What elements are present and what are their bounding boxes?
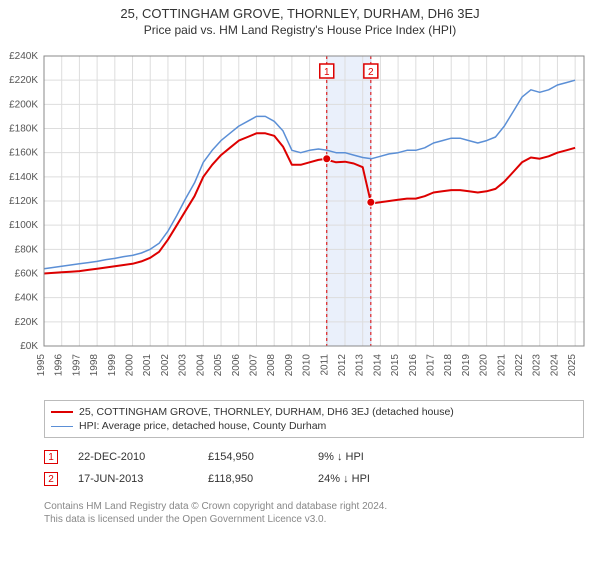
- svg-text:2018: 2018: [443, 354, 454, 377]
- legend-row-hpi: HPI: Average price, detached house, Coun…: [51, 419, 577, 433]
- svg-text:1999: 1999: [107, 354, 118, 377]
- svg-text:2: 2: [368, 67, 374, 78]
- svg-text:2017: 2017: [426, 354, 437, 377]
- price-chart: £0K£20K£40K£60K£80K£100K£120K£140K£160K£…: [44, 56, 584, 386]
- svg-text:2003: 2003: [178, 354, 189, 377]
- sale-row-1: 1 22-DEC-2010 £154,950 9% ↓ HPI: [44, 446, 584, 468]
- svg-text:£100K: £100K: [9, 220, 38, 231]
- sale-date-1: 22-DEC-2010: [78, 451, 208, 463]
- svg-text:1996: 1996: [54, 354, 65, 377]
- sale-price-2: £118,950: [208, 473, 318, 485]
- sale-delta-2: 24% ↓ HPI: [318, 473, 428, 485]
- svg-text:£200K: £200K: [9, 99, 38, 110]
- svg-text:2023: 2023: [532, 354, 543, 377]
- svg-text:2005: 2005: [213, 354, 224, 377]
- page-title: 25, COTTINGHAM GROVE, THORNLEY, DURHAM, …: [0, 6, 600, 21]
- sale-marker-1: 1: [44, 450, 58, 464]
- svg-text:£180K: £180K: [9, 124, 38, 135]
- svg-text:2019: 2019: [461, 354, 472, 377]
- svg-text:£120K: £120K: [9, 196, 38, 207]
- svg-text:£220K: £220K: [9, 75, 38, 86]
- svg-text:2012: 2012: [337, 354, 348, 377]
- sale-row-2: 2 17-JUN-2013 £118,950 24% ↓ HPI: [44, 468, 584, 490]
- sale-date-2: 17-JUN-2013: [78, 473, 208, 485]
- svg-text:£160K: £160K: [9, 148, 38, 159]
- svg-text:2024: 2024: [549, 354, 560, 377]
- svg-text:2008: 2008: [266, 354, 277, 377]
- svg-text:£0K: £0K: [20, 341, 38, 352]
- svg-text:£60K: £60K: [15, 269, 39, 280]
- svg-text:2020: 2020: [479, 354, 490, 377]
- legend-label-hpi: HPI: Average price, detached house, Coun…: [79, 420, 326, 432]
- legend: 25, COTTINGHAM GROVE, THORNLEY, DURHAM, …: [44, 400, 584, 438]
- legend-swatch-hpi: [51, 426, 73, 427]
- svg-text:2021: 2021: [496, 354, 507, 377]
- svg-text:2022: 2022: [514, 354, 525, 377]
- svg-text:£80K: £80K: [15, 244, 39, 255]
- svg-text:2013: 2013: [355, 354, 366, 377]
- svg-text:2000: 2000: [125, 354, 136, 377]
- svg-text:1995: 1995: [36, 354, 47, 377]
- svg-text:£240K: £240K: [9, 51, 38, 62]
- svg-text:2001: 2001: [142, 354, 153, 377]
- sales-table: 1 22-DEC-2010 £154,950 9% ↓ HPI 2 17-JUN…: [44, 446, 584, 490]
- svg-text:2010: 2010: [302, 354, 313, 377]
- page-subtitle: Price paid vs. HM Land Registry's House …: [0, 23, 600, 37]
- svg-text:1: 1: [324, 67, 330, 78]
- sale-delta-1: 9% ↓ HPI: [318, 451, 428, 463]
- legend-swatch-property: [51, 411, 73, 413]
- svg-text:2009: 2009: [284, 354, 295, 377]
- svg-text:2006: 2006: [231, 354, 242, 377]
- svg-text:£140K: £140K: [9, 172, 38, 183]
- svg-text:£20K: £20K: [15, 317, 39, 328]
- sale-price-1: £154,950: [208, 451, 318, 463]
- legend-label-property: 25, COTTINGHAM GROVE, THORNLEY, DURHAM, …: [79, 406, 454, 418]
- svg-text:2002: 2002: [160, 354, 171, 377]
- svg-text:2014: 2014: [372, 354, 383, 377]
- legend-row-property: 25, COTTINGHAM GROVE, THORNLEY, DURHAM, …: [51, 405, 577, 419]
- svg-text:2016: 2016: [408, 354, 419, 377]
- sale-marker-2: 2: [44, 472, 58, 486]
- svg-text:2004: 2004: [195, 354, 206, 377]
- svg-text:£40K: £40K: [15, 293, 39, 304]
- svg-text:2025: 2025: [567, 354, 578, 377]
- footnote-line-1: Contains HM Land Registry data © Crown c…: [44, 500, 584, 513]
- svg-text:1998: 1998: [89, 354, 100, 377]
- footnote-line-2: This data is licensed under the Open Gov…: [44, 513, 584, 526]
- svg-text:2007: 2007: [248, 354, 259, 377]
- footnote: Contains HM Land Registry data © Crown c…: [44, 500, 584, 526]
- svg-text:2015: 2015: [390, 354, 401, 377]
- svg-text:1997: 1997: [71, 354, 82, 377]
- svg-text:2011: 2011: [319, 354, 330, 376]
- chart-svg: £0K£20K£40K£60K£80K£100K£120K£140K£160K£…: [44, 56, 584, 386]
